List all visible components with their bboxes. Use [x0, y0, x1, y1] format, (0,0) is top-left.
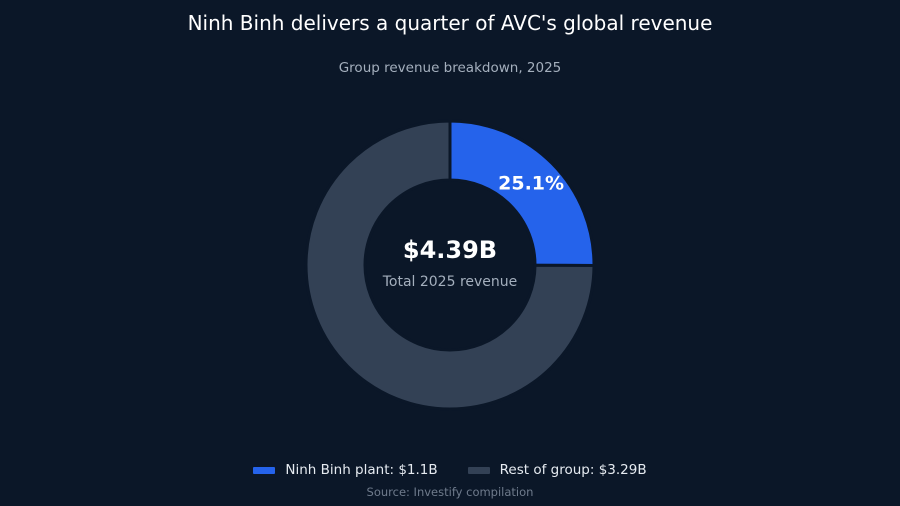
legend-item-ninh-binh: Ninh Binh plant: $1.1B [253, 460, 438, 480]
center-total-value: $4.39B [403, 236, 497, 264]
legend-label-rest-of-group: Rest of group: $3.29B [499, 462, 647, 478]
slice-percent-label: 25.1% [498, 173, 564, 195]
center-total-label: Total 2025 revenue [382, 274, 518, 290]
chart-title: Ninh Binh delivers a quarter of AVC's gl… [187, 11, 713, 35]
donut-slice-0 [448, 119, 596, 268]
chart-subtitle: Group revenue breakdown, 2025 [338, 60, 562, 76]
source-note: Source: Investify compilation [366, 485, 534, 499]
legend-label-ninh-binh: Ninh Binh plant: $1.1B [285, 462, 438, 478]
donut-slice-1 [304, 119, 596, 411]
chart-legend: Ninh Binh plant: $1.1B Rest of group: $3… [0, 460, 900, 480]
legend-swatch-ninh-binh [253, 466, 276, 474]
legend-swatch-rest-of-group [467, 466, 490, 474]
donut-slices [304, 119, 596, 411]
legend-item-rest-of-group: Rest of group: $3.29B [467, 460, 647, 480]
